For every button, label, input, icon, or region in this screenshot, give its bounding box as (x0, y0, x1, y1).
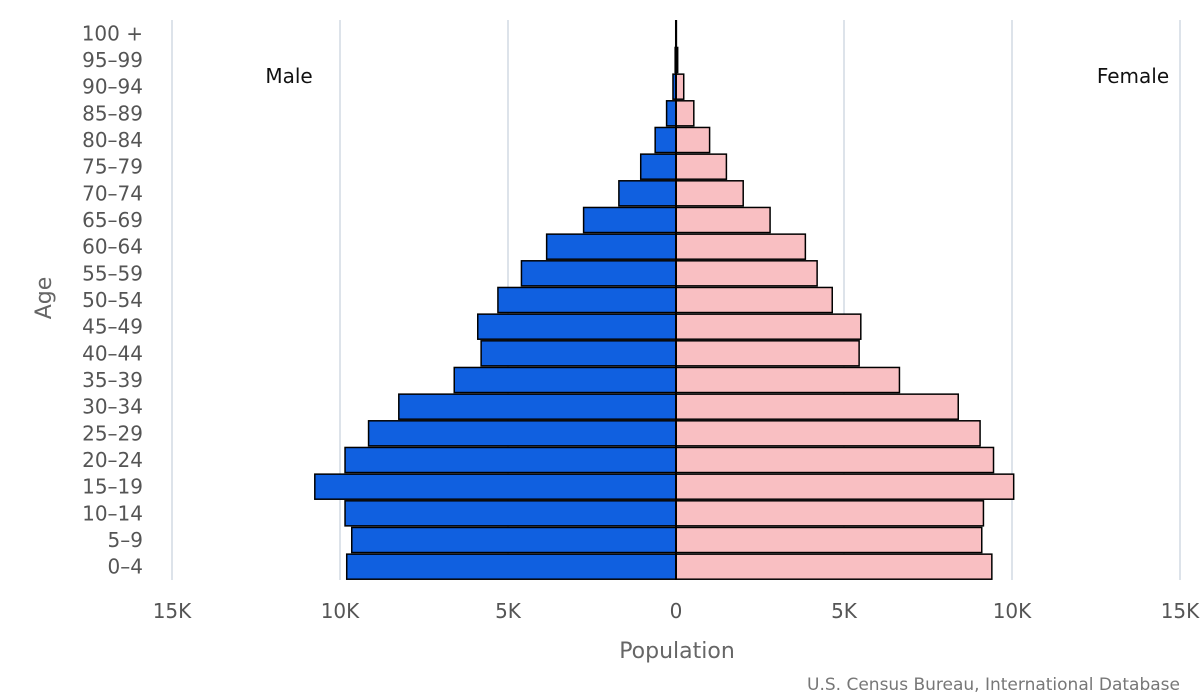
y-tick-label: 20–24 (82, 448, 143, 472)
x-tick-label: 5K (831, 599, 858, 623)
y-tick-label: 50–54 (82, 288, 143, 312)
x-axis-title: Population (619, 639, 735, 664)
y-tick-label: 75–79 (82, 155, 143, 179)
bar-male-40-44 (480, 340, 677, 367)
bar-male-60-64 (545, 233, 677, 260)
y-tick-label: 65–69 (82, 208, 143, 232)
bar-female-45-49 (675, 313, 862, 340)
bar-female-60-64 (675, 233, 807, 260)
y-tick-label: 40–44 (82, 341, 143, 365)
bar-male-20-24 (344, 446, 677, 474)
y-tick-label: 100 + (82, 21, 143, 45)
x-axis-ticks: 15K 10K 5K 0 5K 10K 15K (153, 599, 1200, 623)
y-tick-label: 35–39 (82, 368, 143, 392)
bar-male-15-19 (314, 473, 677, 500)
bar-male-85-89 (665, 100, 677, 127)
source-credit: U.S. Census Bureau, International Databa… (807, 675, 1180, 695)
bar-female-35-39 (675, 366, 901, 394)
x-tick-label: 10K (321, 599, 360, 623)
y-tick-label: 60–64 (82, 235, 143, 259)
bar-female-90-94 (675, 73, 685, 100)
y-tick-label: 25–29 (82, 421, 143, 445)
x-tick-label: 15K (1161, 599, 1200, 623)
bar-female-25-29 (675, 420, 981, 447)
y-tick-label: 80–84 (82, 128, 143, 152)
bar-male-55-59 (520, 260, 677, 287)
x-tick-label: 5K (495, 599, 522, 623)
y-tick-label: 15–19 (82, 475, 143, 499)
bar-female-30-34 (675, 393, 959, 420)
bar-male-70-74 (618, 180, 677, 207)
bar-male-0-4 (345, 553, 677, 580)
bar-male-5-9 (351, 526, 677, 554)
bar-female-85-89 (675, 100, 695, 127)
bar-female-70-74 (675, 180, 744, 207)
y-tick-label: 85–89 (82, 101, 143, 125)
bar-female-40-44 (675, 340, 860, 367)
y-tick-label: 0–4 (108, 555, 143, 579)
y-tick-label: 95–99 (82, 48, 143, 72)
y-tick-label: 10–14 (82, 501, 143, 525)
x-tick-label: 15K (153, 599, 192, 623)
bar-female-15-19 (675, 473, 1015, 500)
male-label: Male (265, 64, 312, 88)
bar-female-55-59 (675, 260, 818, 287)
y-tick-label: 5–9 (108, 528, 143, 552)
bar-male-65-69 (582, 206, 677, 234)
bar-male-50-54 (497, 286, 677, 314)
y-tick-label: 70–74 (82, 181, 143, 205)
bar-male-35-39 (453, 366, 677, 394)
bar-male-45-49 (477, 313, 677, 340)
bar-male-75-79 (639, 153, 677, 180)
bar-male-80-84 (654, 126, 677, 154)
bar-female-5-9 (675, 526, 983, 554)
bars (314, 20, 1015, 580)
y-tick-label: 90–94 (82, 75, 143, 99)
y-tick-label: 55–59 (82, 261, 143, 285)
y-tick-label: 45–49 (82, 315, 143, 339)
bar-male-25-29 (367, 420, 677, 447)
x-tick-label: 0 (670, 599, 683, 623)
bar-female-80-84 (675, 126, 711, 154)
bar-male-10-14 (344, 500, 677, 527)
y-axis-title: Age (32, 277, 57, 320)
bar-female-65-69 (675, 206, 771, 234)
bar-female-10-14 (675, 500, 985, 527)
bar-male-30-34 (398, 393, 677, 420)
y-tick-label: 30–34 (82, 395, 143, 419)
bar-female-75-79 (675, 153, 728, 180)
bar-female-20-24 (675, 446, 995, 474)
x-tick-label: 10K (993, 599, 1032, 623)
bar-female-0-4 (675, 553, 993, 580)
bar-female-50-54 (675, 286, 833, 314)
female-label: Female (1097, 64, 1169, 88)
